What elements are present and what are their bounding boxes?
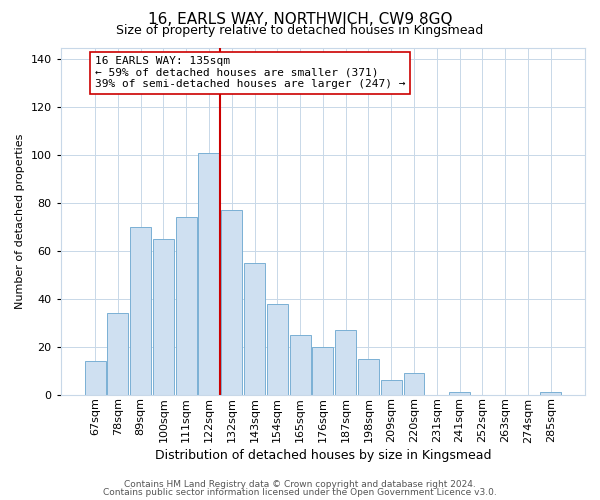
Bar <box>176 218 197 394</box>
Bar <box>244 263 265 394</box>
Bar <box>267 304 288 394</box>
X-axis label: Distribution of detached houses by size in Kingsmead: Distribution of detached houses by size … <box>155 450 491 462</box>
Bar <box>107 314 128 394</box>
Text: 16 EARLS WAY: 135sqm
← 59% of detached houses are smaller (371)
39% of semi-deta: 16 EARLS WAY: 135sqm ← 59% of detached h… <box>95 56 405 90</box>
Bar <box>221 210 242 394</box>
Bar <box>540 392 561 394</box>
Bar <box>449 392 470 394</box>
Bar <box>85 361 106 394</box>
Bar <box>313 347 334 395</box>
Bar <box>199 153 220 394</box>
Bar <box>358 358 379 394</box>
Bar <box>335 330 356 394</box>
Text: Contains public sector information licensed under the Open Government Licence v3: Contains public sector information licen… <box>103 488 497 497</box>
Y-axis label: Number of detached properties: Number of detached properties <box>15 134 25 309</box>
Text: Contains HM Land Registry data © Crown copyright and database right 2024.: Contains HM Land Registry data © Crown c… <box>124 480 476 489</box>
Bar <box>290 335 311 394</box>
Bar <box>130 227 151 394</box>
Bar <box>381 380 401 394</box>
Bar <box>404 373 424 394</box>
Bar <box>153 239 174 394</box>
Text: Size of property relative to detached houses in Kingsmead: Size of property relative to detached ho… <box>116 24 484 37</box>
Text: 16, EARLS WAY, NORTHWICH, CW9 8GQ: 16, EARLS WAY, NORTHWICH, CW9 8GQ <box>148 12 452 28</box>
